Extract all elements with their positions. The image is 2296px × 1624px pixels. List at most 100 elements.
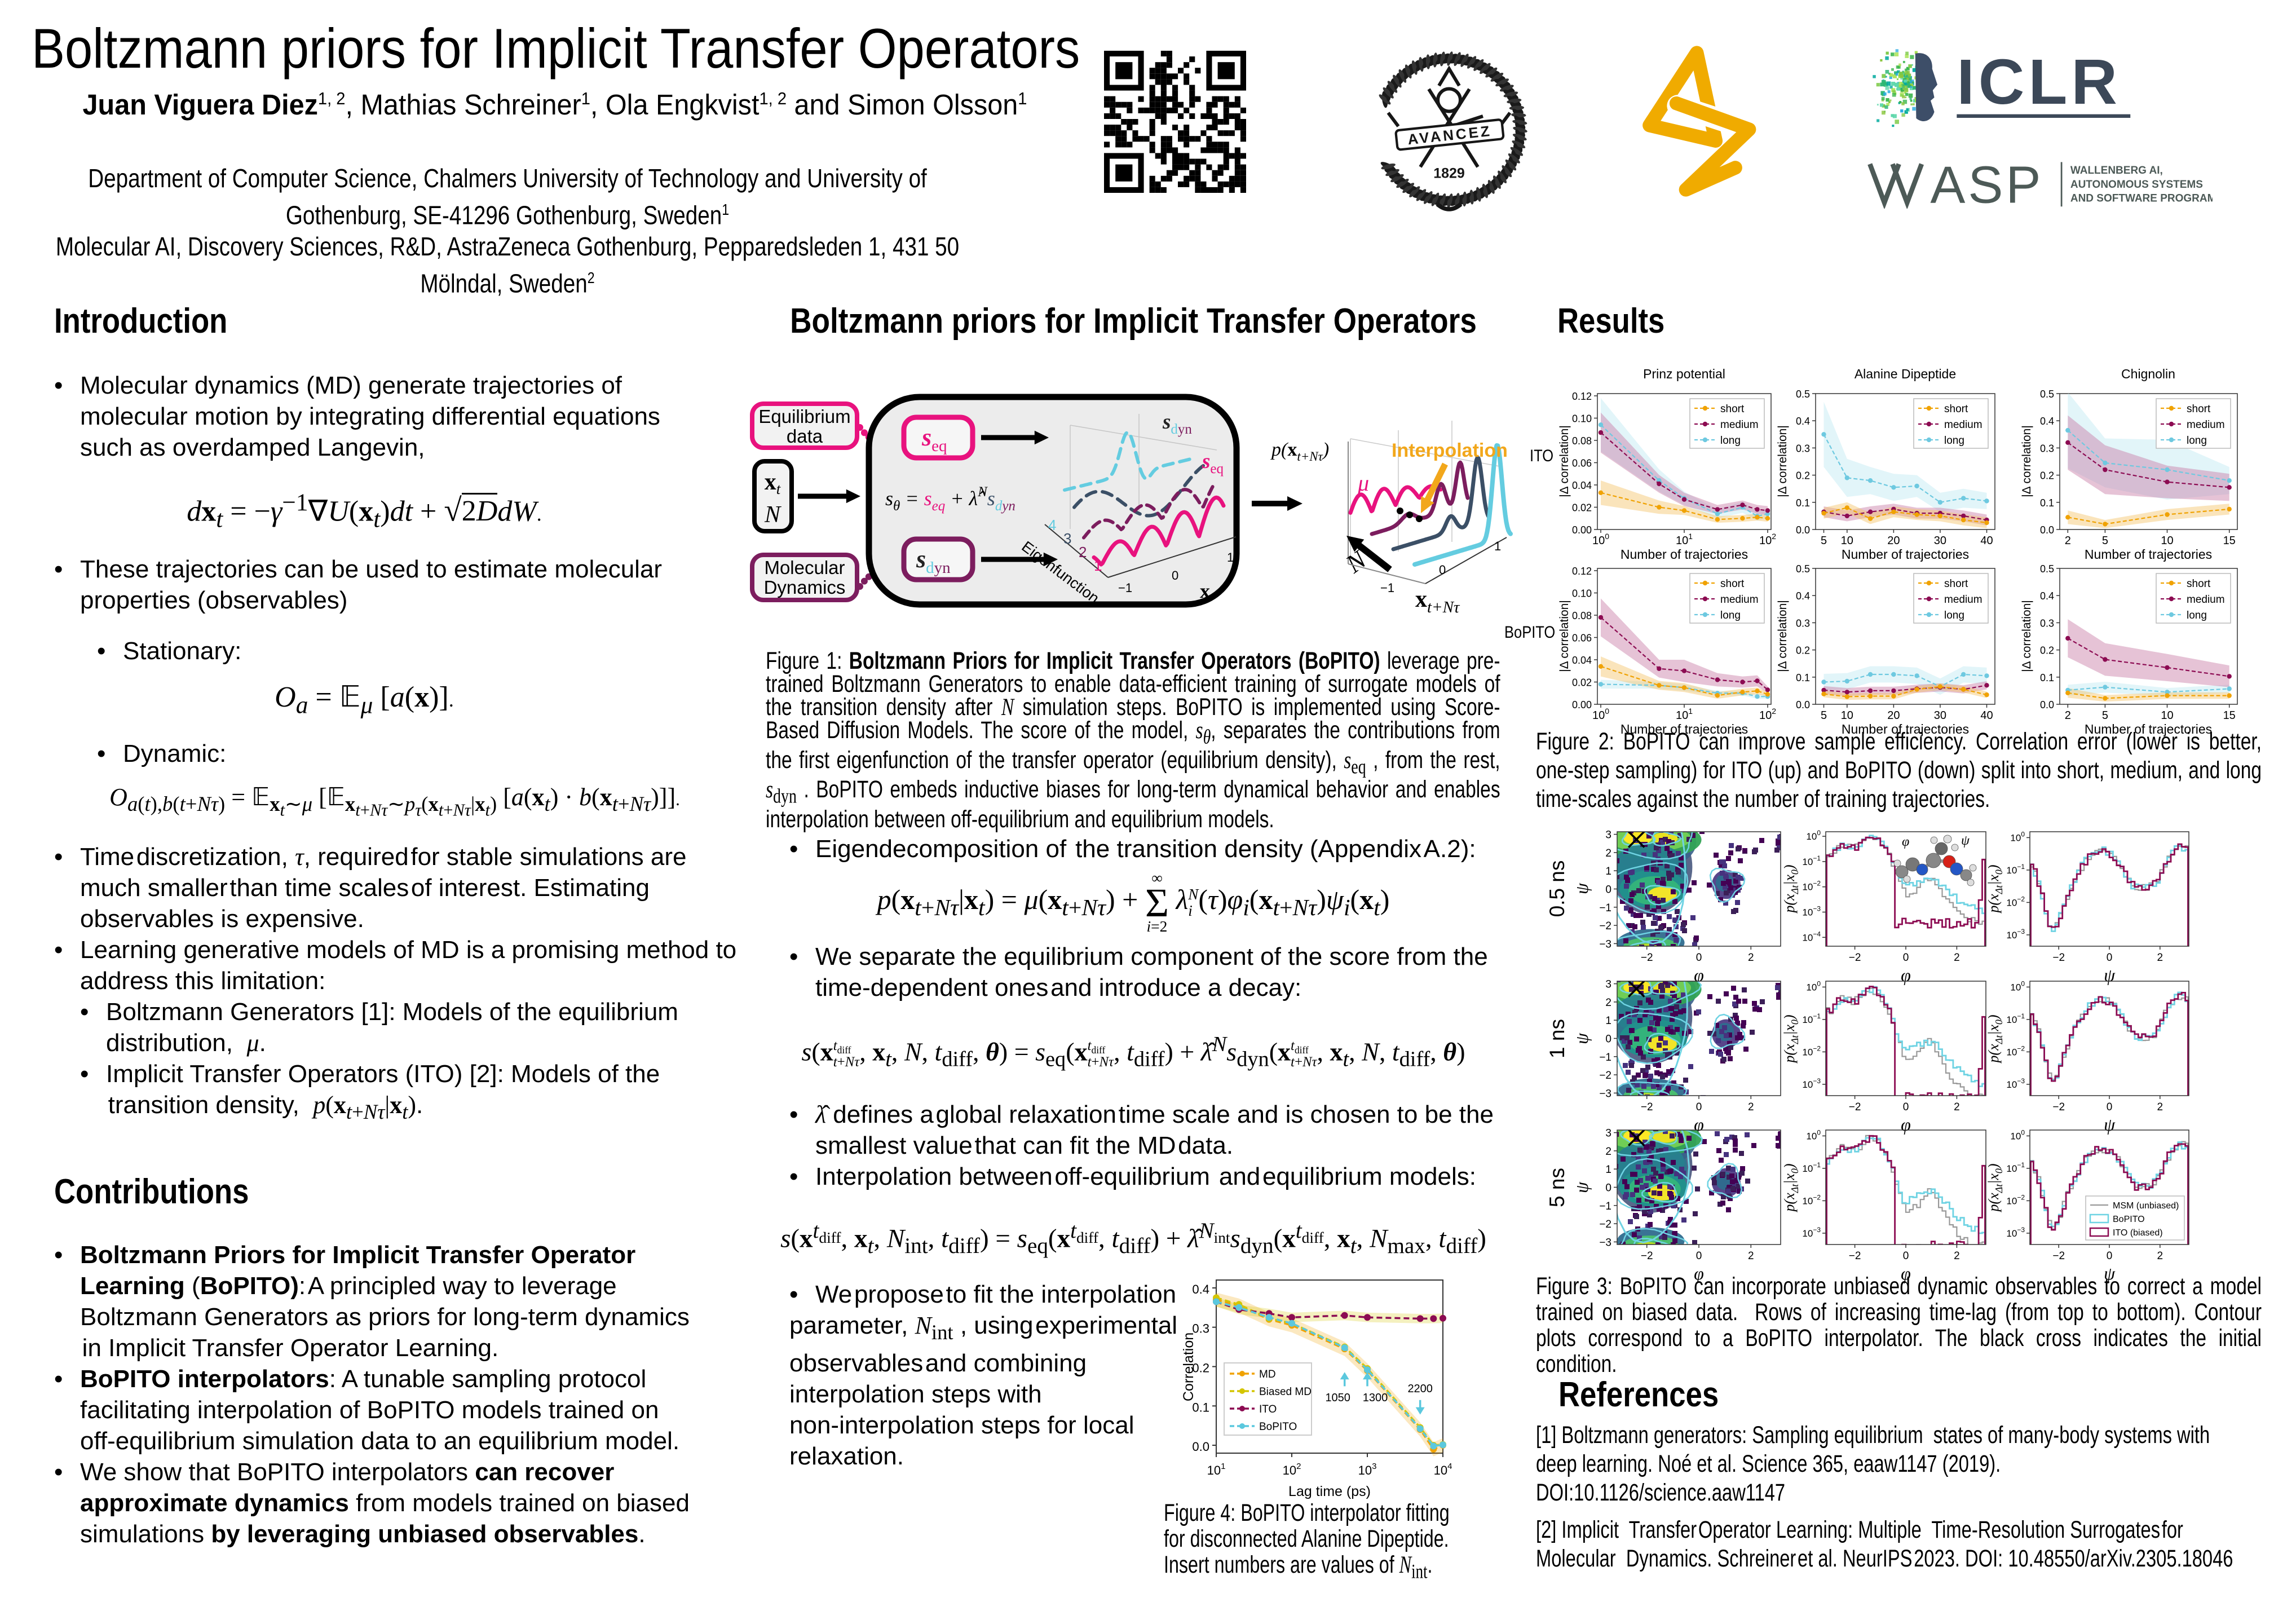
svg-text:ψ: ψ	[1961, 833, 1970, 848]
svg-text:0: 0	[1903, 1250, 1909, 1262]
svg-text:−2: −2	[1641, 952, 1653, 964]
svg-text:short: short	[1720, 403, 1745, 415]
svg-text:0: 0	[1696, 1101, 1702, 1113]
svg-text:0.2: 0.2	[1796, 470, 1810, 482]
svg-text:101: 101	[1676, 707, 1693, 722]
svg-text:short: short	[1944, 403, 1968, 415]
svg-text:0.0: 0.0	[1796, 524, 1810, 536]
svg-text:φ: φ	[1901, 965, 1911, 985]
svg-text:104: 104	[1434, 1462, 1452, 1477]
svg-text:ψ: ψ	[1571, 1032, 1592, 1044]
svg-text:100: 100	[2010, 979, 2025, 992]
svg-text:long: long	[2187, 610, 2207, 621]
svg-text:2: 2	[1954, 1250, 1960, 1262]
svg-text:10−2: 10−2	[1802, 1044, 1821, 1057]
svg-text:ψ: ψ	[1571, 1181, 1592, 1193]
svg-text:0.5: 0.5	[1796, 563, 1810, 575]
svg-text:100: 100	[1806, 1128, 1821, 1141]
svg-text:0.2: 0.2	[2040, 645, 2054, 656]
svg-text:|Δ correlation|: |Δ correlation|	[1776, 600, 1789, 672]
svg-text:medium: medium	[1720, 419, 1759, 431]
svg-text:3: 3	[1605, 829, 1611, 841]
svg-text:φ: φ	[1694, 1114, 1704, 1135]
svg-text:2: 2	[1605, 848, 1611, 859]
svg-text:Biased MD: Biased MD	[1259, 1386, 1312, 1398]
svg-text:4: 4	[1048, 517, 1056, 533]
svg-text:ICLR: ICLR	[1957, 48, 2121, 117]
svg-text:0.5: 0.5	[2040, 389, 2054, 400]
svg-text:3: 3	[1063, 530, 1071, 547]
svg-text:0.04: 0.04	[1572, 480, 1592, 491]
svg-text:103: 103	[1358, 1462, 1377, 1477]
svg-text:Lag time (ps): Lag time (ps)	[1288, 1484, 1371, 1499]
svg-text:0.0: 0.0	[2040, 524, 2054, 536]
svg-text:Interpolation: Interpolation	[1392, 440, 1508, 461]
svg-text:−2: −2	[1849, 1250, 1861, 1262]
svg-text:−2: −2	[1641, 1101, 1653, 1113]
svg-text:0.3: 0.3	[1192, 1322, 1209, 1336]
svg-text:10: 10	[2161, 709, 2173, 722]
svg-text:20: 20	[1887, 709, 1900, 722]
svg-text:0.02: 0.02	[1572, 502, 1592, 514]
svg-text:10−1: 10−1	[2006, 863, 2025, 876]
svg-text:short: short	[1720, 578, 1745, 590]
svg-text:40: 40	[1980, 709, 1993, 722]
svg-text:xt+Nτ: xt+Nτ	[1415, 586, 1460, 616]
svg-text:−1: −1	[1599, 902, 1611, 914]
svg-text:0.4: 0.4	[1796, 416, 1810, 427]
svg-text:ψ: ψ	[1571, 882, 1592, 894]
svg-text:101: 101	[1207, 1462, 1226, 1477]
svg-text:AUTONOMOUS SYSTEMS: AUTONOMOUS SYSTEMS	[2070, 179, 2203, 191]
svg-text:0.06: 0.06	[1572, 633, 1592, 644]
svg-text:0: 0	[1605, 1182, 1611, 1194]
svg-text:−2: −2	[1599, 920, 1611, 932]
svg-text:−1: −1	[1599, 1052, 1611, 1063]
svg-text:0.5: 0.5	[1796, 389, 1810, 400]
svg-text:medium: medium	[2187, 594, 2225, 606]
svg-text:2: 2	[1748, 1101, 1754, 1113]
svg-text:0: 0	[2107, 1101, 2113, 1113]
svg-text:medium: medium	[1944, 594, 1982, 606]
svg-text:2: 2	[1954, 1101, 1960, 1113]
svg-text:Number of trajectories: Number of trajectories	[1842, 722, 1969, 736]
svg-text:0: 0	[1439, 563, 1446, 577]
svg-text:0.0: 0.0	[1192, 1440, 1209, 1454]
svg-text:1: 1	[1605, 1015, 1611, 1027]
svg-text:0.0: 0.0	[1796, 699, 1810, 710]
svg-text:2: 2	[1748, 1250, 1754, 1262]
svg-text:0.3: 0.3	[2040, 617, 2054, 629]
svg-text:medium: medium	[1944, 419, 1982, 431]
svg-text:p(xΔt|x0): p(xΔt|x0)	[1985, 1163, 2004, 1212]
svg-text:−2: −2	[1849, 1101, 1861, 1113]
svg-text:1050: 1050	[1325, 1392, 1350, 1404]
svg-text:0.2: 0.2	[2040, 470, 2054, 482]
svg-text:2: 2	[1954, 952, 1960, 964]
svg-text:100: 100	[2010, 1128, 2025, 1141]
svg-text:Number of trajectories: Number of trajectories	[1621, 722, 1748, 736]
svg-text:10−3: 10−3	[2006, 928, 2025, 941]
svg-text:0: 0	[1696, 952, 1702, 964]
svg-text:10−1: 10−1	[1802, 1161, 1821, 1174]
svg-text:short: short	[2187, 403, 2211, 415]
svg-text:5: 5	[1821, 535, 1827, 547]
svg-text:10: 10	[1841, 709, 1853, 722]
svg-text:2: 2	[2065, 535, 2071, 547]
svg-text:10−2: 10−2	[2006, 1193, 2025, 1206]
svg-text:10−3: 10−3	[2006, 1226, 2025, 1239]
svg-text:N: N	[764, 502, 781, 528]
svg-text:10−3: 10−3	[1802, 1077, 1821, 1090]
svg-text:−1: −1	[1118, 581, 1132, 595]
svg-text:ASP: ASP	[1930, 160, 2043, 209]
svg-text:0.4: 0.4	[2040, 416, 2054, 427]
svg-text:Number of trajectories: Number of trajectories	[2085, 722, 2212, 736]
svg-text:10−2: 10−2	[1802, 880, 1821, 893]
svg-text:0.08: 0.08	[1572, 610, 1592, 621]
svg-text:0.00: 0.00	[1572, 699, 1592, 710]
svg-text:long: long	[1720, 435, 1741, 447]
svg-text:−1: −1	[1380, 581, 1394, 595]
svg-text:ITO: ITO	[1259, 1404, 1277, 1415]
svg-text:Number of trajectories: Number of trajectories	[1842, 547, 1969, 562]
svg-text:short: short	[2187, 578, 2211, 590]
svg-text:2: 2	[1748, 952, 1754, 964]
svg-text:0.5 ns: 0.5 ns	[1546, 860, 1569, 917]
